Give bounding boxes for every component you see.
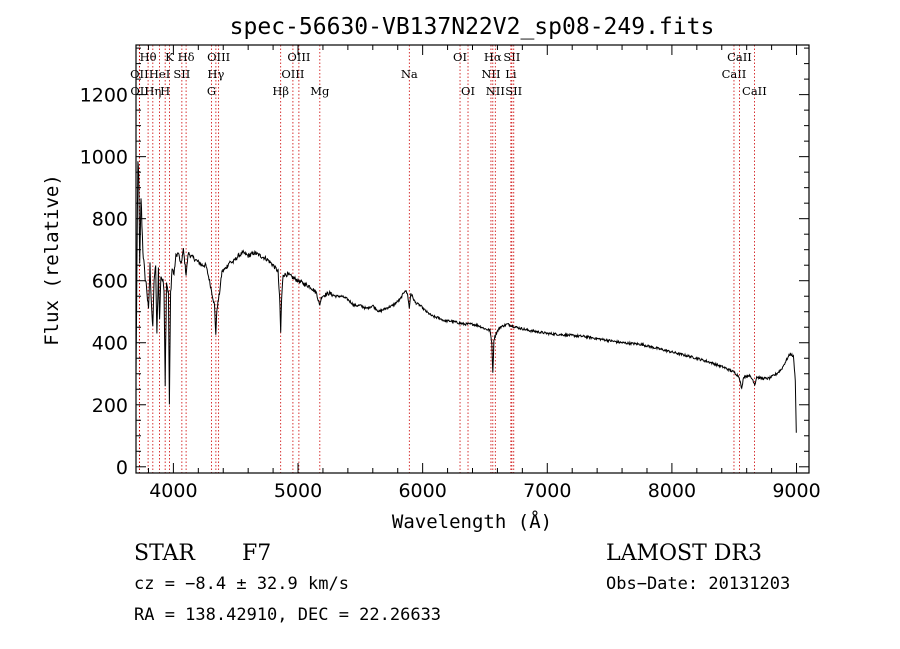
x-tick-label: 9000: [772, 480, 820, 502]
marker-label: OIII: [207, 50, 230, 64]
marker-label: SII: [505, 84, 522, 98]
axis-ticks: 4000 5000 6000 7000 8000 9000 0 200 400 600 800 100…: [80, 45, 821, 502]
marker-label: SII: [173, 67, 190, 81]
x-tick-label: 7000: [523, 480, 571, 502]
y-tick-label: 400: [92, 333, 128, 355]
y-tick-label: 600: [92, 271, 128, 293]
y-tick-label: 800: [92, 209, 128, 231]
marker-label: G: [207, 84, 216, 98]
marker-label: H: [160, 84, 170, 98]
y-tick-label: 0: [116, 457, 128, 479]
marker-label: Mg: [310, 84, 330, 98]
marker-label: Li: [505, 67, 517, 81]
y-tick-label: 1200: [80, 85, 128, 107]
marker-label: K: [165, 50, 174, 64]
marker-label: HeI: [149, 67, 170, 81]
spectrum-trace: [135, 161, 797, 433]
marker-label: OI: [453, 50, 467, 64]
marker-label: OIII: [281, 67, 304, 81]
x-tick-label: 6000: [398, 480, 446, 502]
marker-label: SII: [503, 50, 520, 64]
marker-label: Hα: [484, 50, 502, 64]
x-tick-label: 5000: [274, 480, 322, 502]
object-class: STAR: [134, 541, 196, 566]
marker-label: Hθ: [140, 50, 157, 64]
y-tick-label: 200: [92, 395, 128, 417]
marker-label: Na: [401, 67, 418, 81]
observation-date: Obs−Date: 20131203: [606, 574, 790, 594]
marker-label: CaII: [727, 50, 752, 64]
marker-label: Hδ: [178, 50, 195, 64]
x-axis-label: Wavelength (Å): [392, 510, 552, 533]
y-tick-label: 1000: [80, 147, 128, 169]
marker-label: NII: [481, 67, 500, 81]
marker-label: NII: [486, 84, 505, 98]
marker-label: Hβ: [272, 84, 289, 98]
y-axis-label: Flux (relative): [41, 174, 63, 346]
marker-label: OI: [461, 84, 475, 98]
chart-title: spec-56630-VB137N22V2_sp08-249.fits: [230, 14, 715, 40]
marker-label: OIII: [287, 50, 310, 64]
marker-label: Hγ: [207, 67, 224, 81]
marker-label: CaII: [722, 67, 747, 81]
object-subclass: F7: [242, 541, 271, 566]
ra-dec-coordinates: RA = 138.42910, DEC = 22.26633: [134, 605, 441, 625]
marker-label: Hη: [144, 84, 161, 98]
marker-label: CaII: [742, 84, 767, 98]
redshift-cz: cz = −8.4 ± 32.9 km/s: [134, 574, 349, 594]
x-tick-label: 8000: [648, 480, 696, 502]
survey-name: LAMOST DR3: [606, 541, 762, 566]
x-tick-label: 4000: [149, 480, 197, 502]
